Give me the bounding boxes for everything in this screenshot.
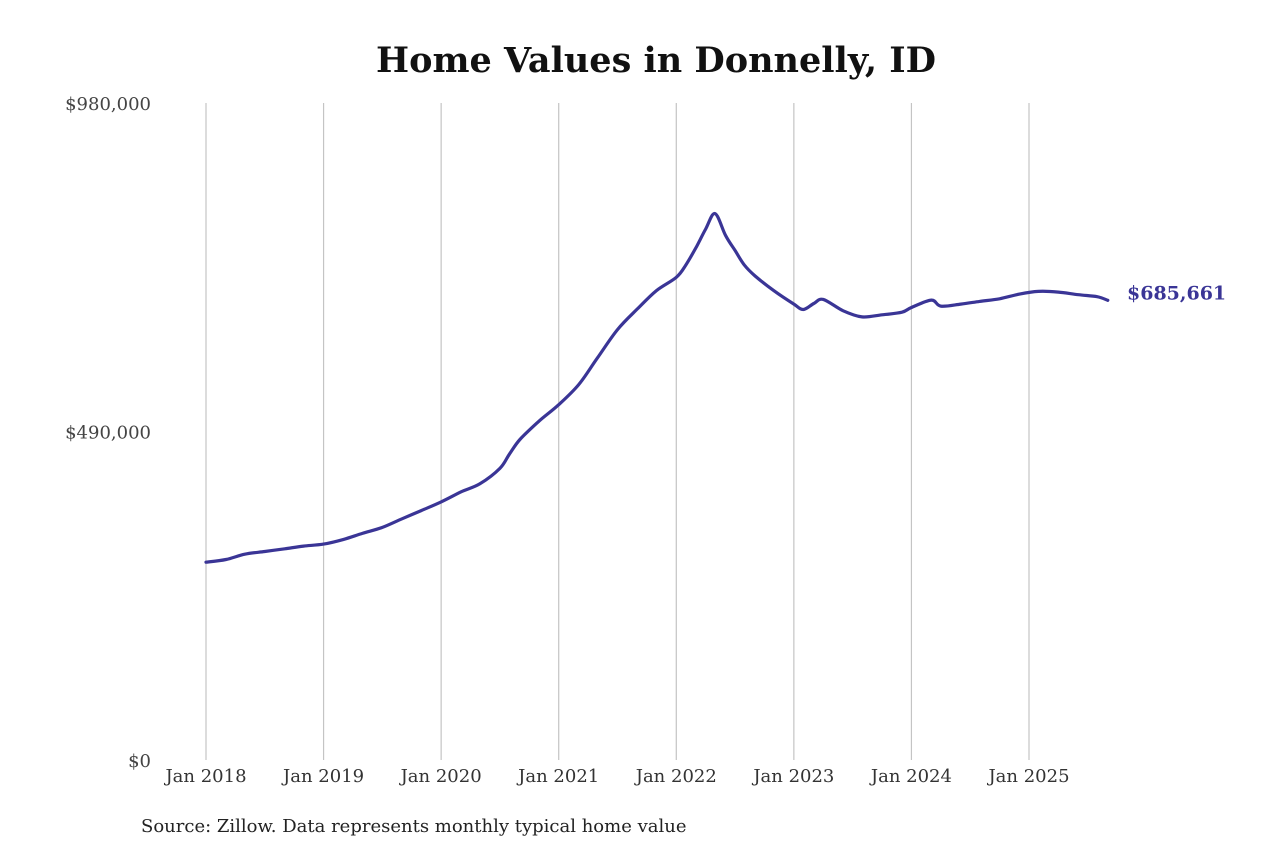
x-tick-label: Jan 2022 (634, 766, 717, 787)
y-tick-label: $490,000 (65, 423, 151, 444)
chart-title: Home Values in Donnelly, ID (376, 40, 936, 81)
series-line-0 (204, 212, 1110, 564)
x-tick-label: Jan 2019 (281, 766, 364, 787)
x-tick-label: Jan 2024 (869, 766, 952, 787)
source-note: Source: Zillow. Data represents monthly … (141, 816, 687, 837)
x-tick-label: Jan 2018 (163, 766, 246, 787)
x-tick-label: Jan 2023 (751, 766, 834, 787)
x-tick-label: Jan 2021 (516, 766, 599, 787)
gridlines (205, 103, 1030, 760)
x-tick-label: Jan 2025 (986, 766, 1069, 787)
y-axis-ticks: $0 $490,000 $980,000 (65, 94, 151, 772)
x-tick-label: Jan 2020 (399, 766, 482, 787)
end-value-label: $685,661 (1127, 282, 1226, 304)
series-layer: $685,661 (204, 212, 1226, 564)
y-tick-label: $0 (128, 751, 151, 772)
x-axis-ticks: Jan 2018 Jan 2019 Jan 2020 Jan 2021 Jan 2022… (163, 766, 1069, 787)
y-tick-label: $980,000 (65, 94, 151, 115)
